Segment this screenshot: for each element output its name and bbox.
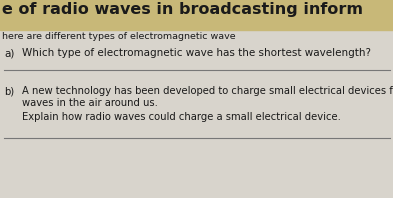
Text: Explain how radio waves could charge a small electrical device.: Explain how radio waves could charge a s… xyxy=(22,112,341,122)
Text: a): a) xyxy=(4,48,15,58)
Text: e of radio waves in broadcasting inform: e of radio waves in broadcasting inform xyxy=(2,2,363,17)
Text: Which type of electromagnetic wave has the shortest wavelength?: Which type of electromagnetic wave has t… xyxy=(22,48,371,58)
Bar xyxy=(0,0,393,30)
Text: A new technology has been developed to charge small electrical devices from the : A new technology has been developed to c… xyxy=(22,86,393,96)
Text: here are different types of electromagnetic wave: here are different types of electromagne… xyxy=(2,32,236,41)
Text: b): b) xyxy=(4,86,14,96)
Text: waves in the air around us.: waves in the air around us. xyxy=(22,98,158,108)
